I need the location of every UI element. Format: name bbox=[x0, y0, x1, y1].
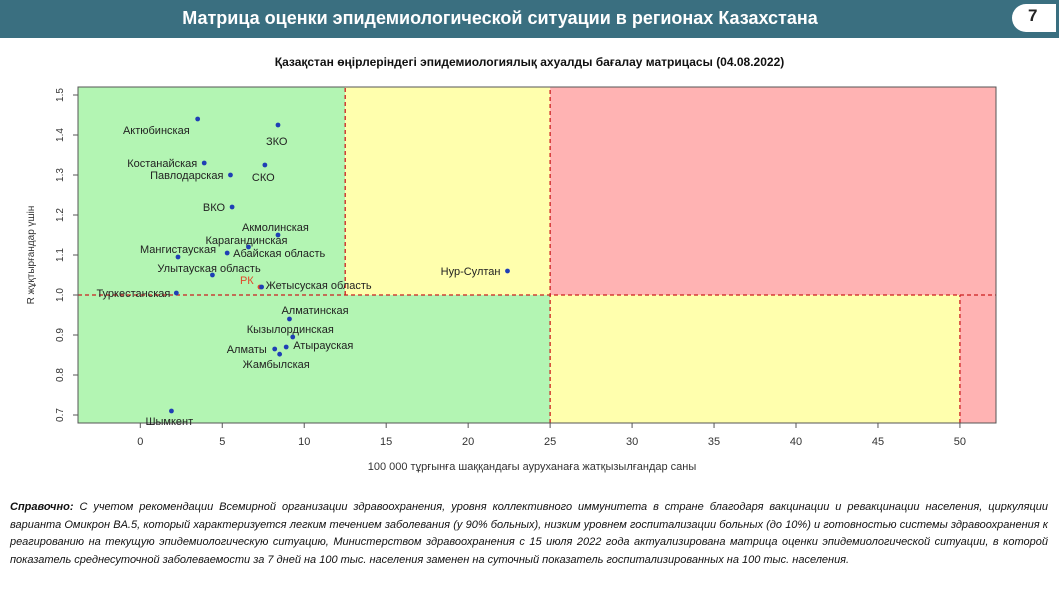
point-label: Алматинская bbox=[281, 305, 348, 317]
data-point bbox=[229, 204, 235, 210]
data-point bbox=[175, 254, 181, 260]
point-label: Туркестанская bbox=[96, 288, 170, 300]
point-label: Павлодарская bbox=[150, 170, 223, 182]
x-tick-label: 25 bbox=[544, 436, 556, 448]
x-axis-label: 100 000 тұрғынға шаққандағы ауруханаға ж… bbox=[368, 461, 697, 473]
zone-5 bbox=[550, 295, 960, 423]
x-tick-label: 10 bbox=[298, 436, 310, 448]
x-tick-label: 30 bbox=[626, 436, 638, 448]
zone-6 bbox=[959, 295, 996, 423]
x-tick-label: 50 bbox=[954, 436, 966, 448]
page-title: Матрица оценки эпидемиологической ситуац… bbox=[182, 8, 818, 28]
epidemic-matrix-chart: 0 5 10 15 20 25 30 35 40 45 50 0.7 0.8 0.9 1.0 1.1 1.2 1.… bbox=[26, 86, 997, 473]
header-bar bbox=[0, 0, 1059, 38]
y-tick-label: 1.5 bbox=[55, 88, 66, 102]
data-point bbox=[290, 334, 296, 340]
zone-3 bbox=[550, 87, 996, 295]
x-tick-label: 35 bbox=[708, 436, 720, 448]
y-tick-label: 1.4 bbox=[55, 128, 66, 142]
point-label: ЗКО bbox=[266, 136, 288, 148]
data-point bbox=[228, 172, 233, 178]
point-label: Атырауская bbox=[293, 340, 353, 352]
y-tick-label: 1.3 bbox=[55, 168, 66, 182]
point-label: ВКО bbox=[203, 202, 226, 214]
data-point bbox=[275, 232, 281, 238]
zone-1 bbox=[78, 87, 346, 295]
data-point bbox=[210, 272, 215, 278]
y-tick-label: 1.1 bbox=[55, 248, 66, 262]
point-label: Шымкент bbox=[145, 416, 193, 428]
data-point bbox=[224, 250, 230, 256]
page-number: 7 bbox=[1028, 6, 1038, 25]
x-tick-label: 40 bbox=[790, 436, 802, 448]
note-label: Справочно: bbox=[10, 501, 74, 513]
y-tick-label: 1.0 bbox=[55, 288, 66, 302]
point-label: Алматы bbox=[227, 344, 267, 356]
point-label: РК bbox=[240, 275, 254, 287]
point-label: Жетысуская область bbox=[266, 280, 372, 292]
y-tick-label: 0.8 bbox=[55, 368, 66, 382]
page-number-badge bbox=[1012, 4, 1056, 32]
point-label: Карагандинская bbox=[205, 235, 287, 247]
y-axis-label: R жұқтырғандар үшін bbox=[26, 206, 37, 305]
y-tick-label: 0.7 bbox=[55, 408, 66, 422]
x-tick-label: 15 bbox=[380, 436, 392, 448]
point-label: Акмолинская bbox=[242, 222, 309, 234]
data-point bbox=[505, 268, 510, 274]
data-point bbox=[262, 162, 268, 168]
point-label: СКО bbox=[252, 172, 275, 184]
data-point bbox=[259, 284, 264, 290]
y-tick-label: 0.9 bbox=[55, 328, 66, 342]
chart-title: Қазақстан өңірлеріндегі эпидемиологиялық… bbox=[274, 55, 785, 69]
data-point bbox=[169, 408, 174, 414]
point-label: Актюбинская bbox=[123, 125, 190, 137]
point-label: Абайская область bbox=[233, 248, 325, 260]
data-point bbox=[277, 351, 283, 357]
data-point bbox=[287, 316, 292, 322]
x-tick-label: 20 bbox=[462, 436, 474, 448]
data-point bbox=[173, 290, 179, 296]
x-tick-label: 0 bbox=[137, 436, 143, 448]
point-label: Нур-Султан bbox=[441, 266, 501, 278]
point-label: Улытауская область bbox=[157, 263, 261, 275]
reference-note: Справочно: С учетом рекомендации Всемирн… bbox=[10, 499, 1048, 569]
point-label: Костанайская bbox=[127, 158, 197, 170]
data-point bbox=[275, 122, 281, 128]
data-point bbox=[246, 244, 251, 250]
point-label: Мангистауская bbox=[140, 244, 216, 256]
y-tick-label: 1.2 bbox=[55, 208, 66, 222]
data-point bbox=[195, 116, 201, 122]
data-point bbox=[272, 346, 278, 352]
point-label: Кызылординская bbox=[247, 324, 334, 336]
note-text: С учетом рекомендации Всемирной организа… bbox=[10, 501, 1048, 566]
zone-2 bbox=[345, 87, 551, 295]
x-tick-label: 5 bbox=[219, 436, 225, 448]
data-point bbox=[283, 344, 289, 350]
point-label: Жамбылская bbox=[243, 359, 310, 371]
data-point bbox=[201, 160, 207, 166]
zone-4 bbox=[78, 295, 551, 423]
x-tick-label: 45 bbox=[872, 436, 884, 448]
